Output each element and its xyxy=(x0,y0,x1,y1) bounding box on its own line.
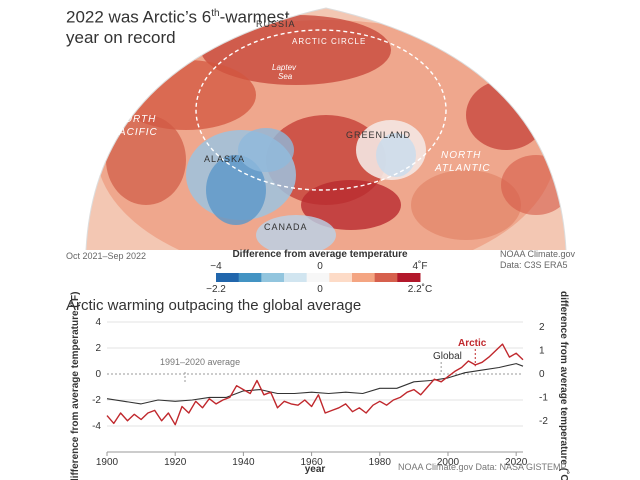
y-axis-right-ticks: -2 -1 0 1 2 xyxy=(539,322,548,427)
y-tick-left: 4 xyxy=(95,317,101,328)
chart-credit: NOAA Climate.gov Data: NASA GISTEMP xyxy=(398,462,567,472)
label-north-atlantic-2: ATLANTIC xyxy=(434,163,491,174)
map-sources: NOAA Climate.gov Data: C3S ERA5 xyxy=(500,249,575,271)
y-tick-right: -1 xyxy=(539,392,548,403)
y-tick-right: 1 xyxy=(539,346,545,357)
series-line-global xyxy=(106,363,524,405)
map-period: Oct 2021–Sep 2022 xyxy=(66,251,147,261)
y-tick-left: -2 xyxy=(92,395,101,406)
map-title: 2022 was Arctic’s 6th-warmest year on re… xyxy=(66,4,289,48)
label-north-pacific-2: PACIFIC xyxy=(112,127,158,138)
label-alaska: ALASKA xyxy=(204,154,245,164)
label-north-pacific-1: NORTH xyxy=(116,114,156,125)
y-label-right: difference from average temperature (˚C) xyxy=(558,291,570,480)
y-tick-right: -2 xyxy=(539,416,548,427)
series-label-global: Global xyxy=(433,351,462,362)
title-line2: year on record xyxy=(66,27,176,47)
arctic-temperature-map: RUSSIA ARCTIC CIRCLE Laptev Sea NORTH PA… xyxy=(85,7,567,250)
label-laptev: Laptev xyxy=(272,63,297,72)
title-line1-b: -warmest xyxy=(219,7,290,27)
y-label-left: difference from average temperature (˚F) xyxy=(69,292,81,480)
x-label: year xyxy=(305,464,326,475)
label-laptev-sea: Sea xyxy=(278,72,293,81)
x-tick: 1940 xyxy=(232,457,255,468)
series-lines xyxy=(106,343,524,426)
label-arctic-circle: ARCTIC CIRCLE xyxy=(292,37,366,46)
x-tick: 1960 xyxy=(300,457,323,468)
y-tick-right: 2 xyxy=(539,322,545,333)
x-tick: 1980 xyxy=(369,457,392,468)
x-tick: 1920 xyxy=(164,457,187,468)
arctic-circle-line xyxy=(195,29,447,191)
baseline-label: 1991–2020 average xyxy=(160,357,240,367)
y-axis-left-ticks: -4 -2 0 2 4 xyxy=(92,317,101,432)
label-north-atlantic-1: NORTH xyxy=(441,150,481,161)
series-label-arctic: Arctic xyxy=(458,338,487,349)
map-source-1: NOAA Climate.gov xyxy=(500,249,576,259)
title-superscript: th xyxy=(211,8,220,19)
map-source-2: Data: C3S ERA5 xyxy=(500,260,568,270)
x-axis-ticks: 1900 1920 1940 1960 1980 2000 2020 xyxy=(96,452,528,468)
y-tick-left: 0 xyxy=(95,369,101,380)
title-line1-a: 2022 was Arctic’s 6 xyxy=(66,7,212,27)
y-tick-left: -4 xyxy=(92,421,101,432)
x-tick: 2020 xyxy=(505,457,528,468)
grid-lines xyxy=(107,321,523,453)
y-tick-left: 2 xyxy=(95,343,101,354)
label-canada: CANADA xyxy=(264,222,308,232)
label-greenland: GREENLAND xyxy=(346,130,411,140)
chart-title: Arctic warming outpacing the global aver… xyxy=(66,297,362,314)
y-tick-right: 0 xyxy=(539,369,545,380)
x-tick: 1900 xyxy=(96,457,119,468)
series-line-arctic xyxy=(106,343,524,426)
x-tick: 2000 xyxy=(437,457,460,468)
label-russia: RUSSIA xyxy=(256,19,296,29)
